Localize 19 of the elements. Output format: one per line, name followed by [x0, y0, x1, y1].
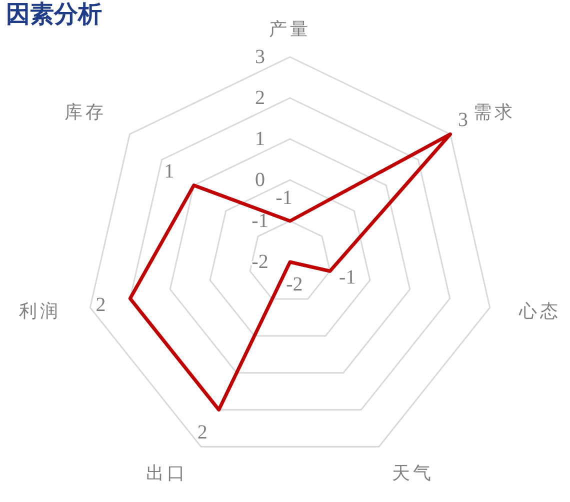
y-tick-label: 1	[255, 128, 265, 150]
y-tick-label: 3	[255, 46, 265, 68]
spoke-label: 心态	[518, 301, 562, 322]
spoke-label: 产量	[269, 19, 311, 39]
data-label: 1	[164, 160, 174, 182]
data-label: 2	[197, 421, 208, 444]
spoke-label: 天气	[392, 463, 434, 484]
y-tick-label: 2	[255, 87, 265, 109]
data-label: -1	[339, 266, 356, 288]
spoke-label: 出口	[146, 463, 188, 484]
data-label: 3	[458, 109, 468, 132]
y-tick-label: 0	[255, 169, 265, 191]
spoke-label: 需求	[474, 102, 516, 122]
y-tick-label: -1	[252, 210, 268, 232]
data-label: -1	[276, 187, 292, 209]
data-label: 2	[96, 294, 106, 316]
spoke-label: 利润	[18, 301, 61, 322]
chart-title: 因素分析	[6, 0, 102, 28]
spoke-label: 库存	[64, 102, 106, 122]
